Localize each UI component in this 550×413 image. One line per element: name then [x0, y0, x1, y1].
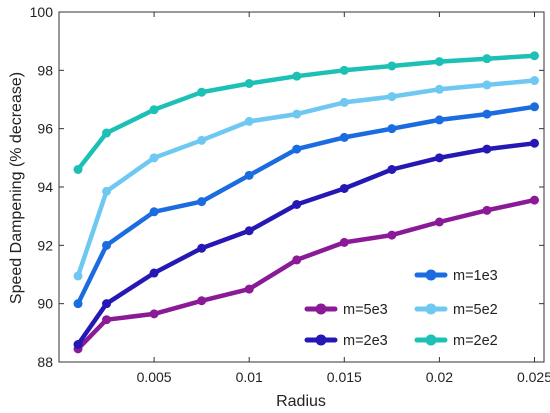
- data-point: [244, 116, 254, 126]
- y-tick-label: 88: [37, 354, 53, 370]
- legend-swatch-marker: [425, 269, 437, 281]
- data-point: [434, 217, 444, 227]
- data-point: [529, 195, 539, 205]
- series-m-5e2: [73, 76, 539, 281]
- data-point: [434, 115, 444, 125]
- data-point: [339, 97, 349, 107]
- data-point: [434, 153, 444, 163]
- data-point: [529, 76, 539, 86]
- y-tick-label: 96: [37, 121, 53, 137]
- legend-item: m=5e3: [304, 302, 388, 318]
- data-point: [292, 255, 302, 265]
- data-point: [339, 132, 349, 142]
- legend-label: m=2e2: [453, 333, 498, 349]
- data-point: [482, 109, 492, 119]
- data-point: [482, 54, 492, 64]
- x-tick-label: 0.02: [426, 369, 453, 385]
- data-point: [149, 268, 159, 278]
- data-point: [434, 84, 444, 94]
- data-point: [197, 243, 207, 253]
- data-point: [529, 102, 539, 112]
- y-tick-label: 100: [30, 4, 54, 20]
- y-tick-label: 92: [37, 237, 53, 253]
- legend-item: m=1e3: [414, 268, 498, 284]
- x-tick-label: 0.015: [327, 369, 362, 385]
- data-point: [73, 340, 83, 349]
- data-point: [482, 144, 492, 154]
- y-tick-label: 94: [37, 179, 53, 195]
- series-m-2e3: [73, 138, 539, 349]
- data-point: [434, 57, 444, 67]
- data-point: [197, 296, 207, 306]
- x-axis-label: Radius: [276, 393, 326, 410]
- series-layer: [73, 51, 539, 354]
- data-point: [292, 200, 302, 209]
- y-axis-label: Speed Dampening (% decrease): [8, 72, 25, 304]
- data-point: [149, 105, 159, 115]
- legend-item: m=5e2: [414, 302, 498, 318]
- data-point: [102, 128, 112, 138]
- series-m-1e3: [73, 102, 539, 309]
- legend-label: m=5e3: [343, 302, 388, 318]
- legend: m=1e3 m=5e3 m=5e2 m=2e3 m=2e2: [304, 268, 498, 349]
- data-point: [149, 153, 159, 163]
- data-point: [73, 165, 83, 174]
- data-point: [102, 299, 112, 309]
- data-point: [244, 78, 254, 88]
- data-point: [339, 65, 349, 75]
- y-axis-ticks: 88 90 92 94 96 98 100: [30, 4, 544, 370]
- data-point: [244, 170, 254, 180]
- x-tick-label: 0.005: [137, 369, 172, 385]
- legend-swatch-marker: [425, 303, 437, 315]
- data-point: [73, 299, 83, 309]
- data-point: [339, 183, 349, 193]
- data-point: [292, 71, 302, 81]
- series-m-2e2: [73, 51, 539, 174]
- data-point: [292, 109, 302, 119]
- legend-label: m=1e3: [453, 268, 498, 284]
- legend-label: m=5e2: [453, 302, 498, 318]
- data-point: [244, 284, 254, 294]
- data-point: [529, 138, 539, 148]
- data-point: [482, 80, 492, 90]
- legend-swatch-marker: [425, 334, 437, 346]
- legend-item: m=2e3: [304, 333, 388, 349]
- x-tick-label: 0.025: [517, 369, 550, 385]
- legend-swatch-marker: [315, 334, 327, 346]
- data-point: [197, 135, 207, 145]
- x-axis-ticks: 0.005 0.01 0.015 0.02 0.025: [137, 12, 550, 385]
- data-point: [73, 271, 83, 281]
- data-point: [292, 144, 302, 154]
- data-point: [387, 230, 397, 240]
- data-point: [197, 87, 207, 97]
- data-point: [149, 309, 159, 319]
- data-point: [387, 165, 397, 174]
- data-point: [387, 61, 397, 71]
- data-point: [387, 92, 397, 102]
- data-point: [339, 237, 349, 247]
- data-point: [387, 124, 397, 134]
- data-point: [529, 51, 539, 61]
- data-point: [149, 207, 159, 217]
- x-tick-label: 0.01: [236, 369, 263, 385]
- legend-item: m=2e2: [414, 333, 498, 349]
- data-point: [197, 197, 207, 207]
- data-point: [244, 226, 254, 236]
- legend-label: m=2e3: [343, 333, 388, 349]
- data-point: [482, 205, 492, 215]
- data-point: [102, 240, 112, 250]
- y-tick-label: 98: [37, 62, 53, 78]
- legend-swatch-marker: [315, 303, 327, 315]
- y-tick-label: 90: [37, 296, 53, 312]
- data-point: [102, 186, 112, 196]
- data-point: [102, 315, 112, 325]
